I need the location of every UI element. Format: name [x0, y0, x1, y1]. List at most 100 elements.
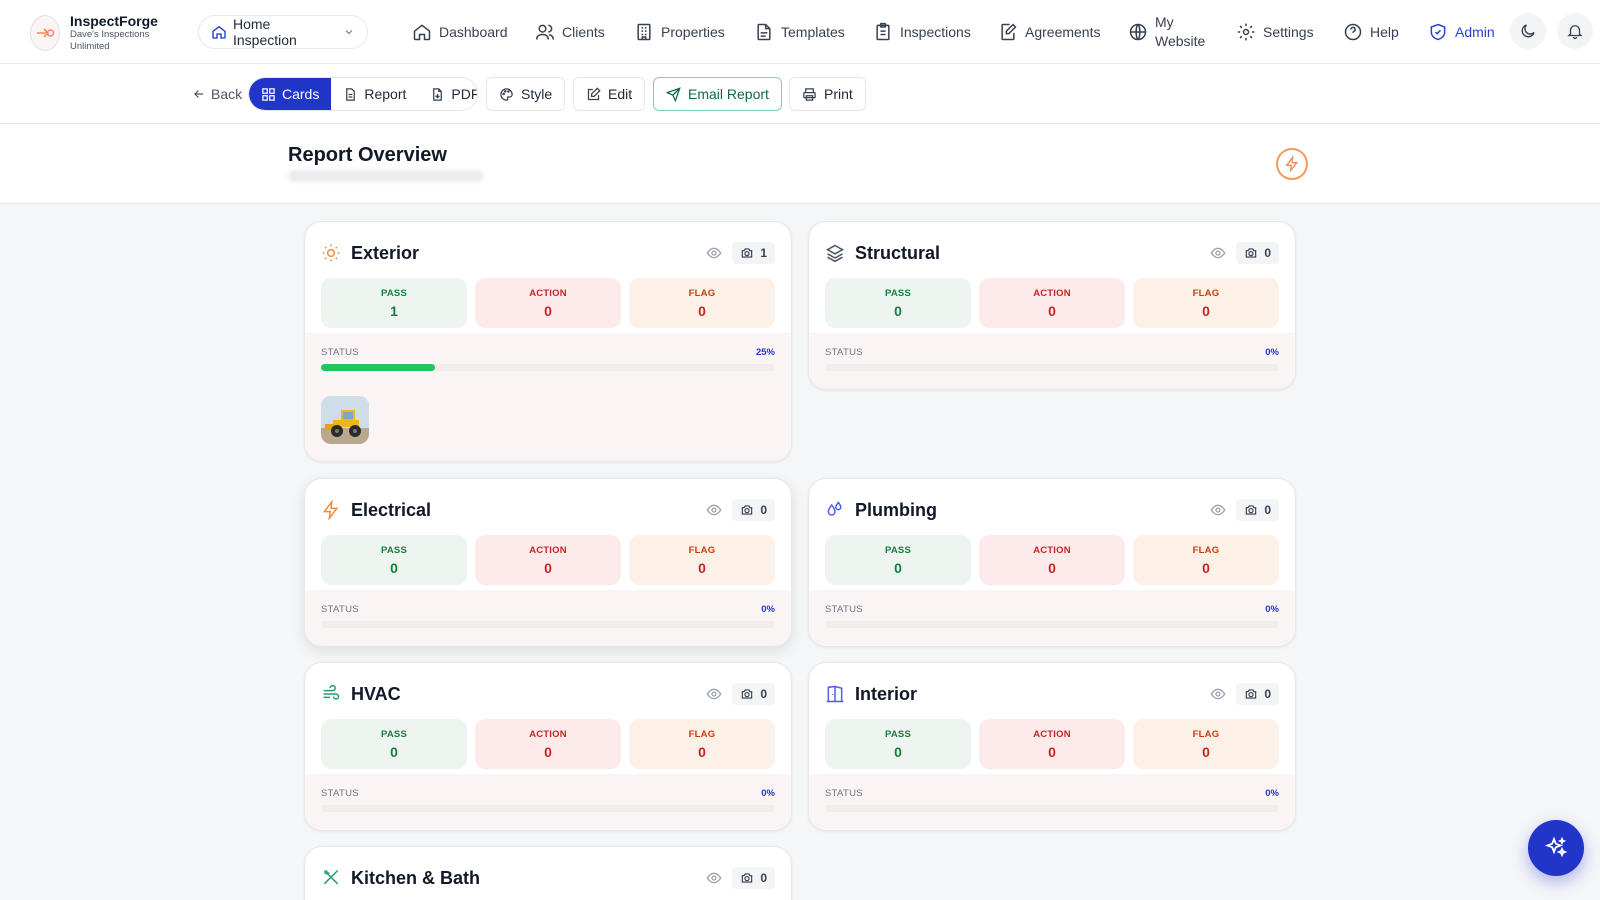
print-button[interactable]: Print: [789, 77, 866, 111]
nav-templates[interactable]: Templates: [754, 0, 845, 64]
flag-label: FLAG: [688, 287, 716, 299]
pass-count: 0: [390, 559, 398, 576]
pass-label: PASS: [381, 728, 407, 740]
top-navigation: InspectForge Dave's Inspections Unlimite…: [0, 0, 1600, 64]
photo-count-badge[interactable]: 0: [1236, 499, 1279, 521]
nav-settings[interactable]: Settings: [1236, 0, 1314, 64]
dark-mode-toggle[interactable]: [1510, 13, 1546, 49]
nav-properties[interactable]: Properties: [634, 0, 725, 64]
category-card-electrical[interactable]: Electrical 0 PASS 0 ACTION 0 FLAG 0 STATUS …: [304, 478, 792, 647]
status-percent: 0%: [1265, 788, 1279, 799]
action-count: 0: [544, 559, 552, 576]
pass-count: 0: [894, 743, 902, 760]
style-button[interactable]: Style: [486, 77, 566, 111]
blurred-address: [288, 170, 484, 182]
chevron-down-icon: [343, 26, 355, 38]
category-card-plumbing[interactable]: Plumbing 0 PASS 0 ACTION 0 FLAG 0 STATUS 0%: [808, 478, 1296, 647]
status-label: STATUS: [321, 604, 359, 615]
photo-count: 0: [1264, 687, 1271, 701]
view-mode-cards[interactable]: Cards: [249, 78, 332, 110]
nav-settings-label: Settings: [1263, 24, 1314, 40]
pass-stat: PASS 0: [825, 719, 971, 769]
nav-admin-label: Admin: [1455, 24, 1495, 40]
report-toolbar: Back Cards Report PDF Style Edit Email R…: [0, 64, 1600, 124]
style-label: Style: [521, 86, 553, 102]
nav-inspections[interactable]: Inspections: [873, 0, 971, 64]
card-title: Electrical: [351, 499, 432, 520]
status-label: STATUS: [321, 347, 359, 358]
view-mode-cards-label: Cards: [282, 86, 320, 102]
email-report-button[interactable]: Email Report: [653, 77, 782, 111]
photo-count-badge[interactable]: 0: [732, 683, 775, 705]
action-stat: ACTION 0: [475, 535, 621, 585]
category-card-hvac[interactable]: HVAC 0 PASS 0 ACTION 0 FLAG 0 STATUS 0%: [304, 662, 792, 831]
users-icon: [535, 22, 555, 42]
action-label: ACTION: [529, 287, 567, 299]
pass-label: PASS: [381, 544, 407, 556]
camera-icon: [740, 503, 754, 517]
card-status-area: STATUS 0%: [305, 590, 791, 646]
edit-button[interactable]: Edit: [573, 77, 646, 111]
notifications-button[interactable]: [1557, 13, 1593, 49]
droplets-icon: [825, 500, 845, 520]
view-mode-pdf[interactable]: PDF: [418, 78, 477, 110]
action-stat: ACTION 0: [475, 719, 621, 769]
nav-help[interactable]: Help: [1343, 0, 1399, 64]
flag-label: FLAG: [1192, 544, 1220, 556]
photo-count-badge[interactable]: 1: [732, 242, 775, 264]
photo-count-badge[interactable]: 0: [732, 499, 775, 521]
bell-icon: [1566, 22, 1584, 40]
view-mode-report[interactable]: Report: [331, 78, 418, 110]
action-label: ACTION: [529, 544, 567, 556]
card-status-area: STATUS 0%: [809, 590, 1295, 646]
photo-count-badge[interactable]: 0: [1236, 242, 1279, 264]
wind-icon: [321, 684, 341, 704]
gear-icon: [1236, 22, 1256, 42]
eye-icon[interactable]: [706, 870, 722, 886]
eye-icon[interactable]: [706, 245, 722, 261]
eye-icon[interactable]: [706, 686, 722, 702]
eye-icon[interactable]: [1210, 502, 1226, 518]
back-button[interactable]: Back: [192, 82, 242, 106]
category-card-kitchen-bath[interactable]: Kitchen & Bath 0 PASS ACTION FLAG STATUS: [304, 846, 792, 900]
status-label: STATUS: [825, 604, 863, 615]
inspection-type-select[interactable]: Home Inspection: [198, 15, 368, 49]
flag-count: 0: [1202, 559, 1210, 576]
nav-clients[interactable]: Clients: [535, 0, 605, 64]
camera-icon: [740, 246, 754, 260]
nav-admin[interactable]: Admin: [1428, 0, 1495, 64]
ai-assistant-button[interactable]: [1528, 820, 1584, 876]
category-card-interior[interactable]: Interior 0 PASS 0 ACTION 0 FLAG 0 STATUS 0%: [808, 662, 1296, 831]
camera-icon: [1244, 246, 1258, 260]
file-pdf-icon: [430, 87, 445, 102]
moon-icon: [1519, 22, 1537, 40]
progress-track: [321, 364, 775, 371]
printer-icon: [802, 87, 817, 102]
eye-icon[interactable]: [1210, 245, 1226, 261]
photo-count-badge[interactable]: 0: [1236, 683, 1279, 705]
palette-icon: [499, 87, 514, 102]
nav-my-website-label-1: My: [1155, 14, 1174, 30]
nav-my-website[interactable]: My Website: [1128, 0, 1205, 64]
status-label: STATUS: [825, 788, 863, 799]
eye-icon[interactable]: [1210, 686, 1226, 702]
photo-count-badge[interactable]: 0: [732, 867, 775, 889]
quick-action-button[interactable]: [1276, 148, 1308, 180]
photo-count: 0: [760, 687, 767, 701]
eye-icon[interactable]: [706, 502, 722, 518]
brand[interactable]: InspectForge Dave's Inspections Unlimite…: [30, 13, 162, 53]
nav-dashboard[interactable]: Dashboard: [412, 0, 508, 64]
brand-logo: [30, 15, 60, 51]
pass-label: PASS: [885, 544, 911, 556]
shield-check-icon: [1428, 22, 1448, 42]
category-card-structural[interactable]: Structural 0 PASS 0 ACTION 0 FLAG 0 STATUS …: [808, 221, 1296, 390]
pass-stat: PASS 0: [825, 278, 971, 328]
card-title: HVAC: [351, 683, 401, 704]
photo-thumbnail[interactable]: [321, 396, 369, 444]
print-label: Print: [824, 86, 853, 102]
nav-agreements[interactable]: Agreements: [998, 0, 1100, 64]
card-title: Exterior: [351, 242, 420, 263]
card-header: Electrical 0: [321, 497, 775, 523]
category-card-exterior[interactable]: Exterior 1 PASS 1 ACTION 0 FLAG 0 STATUS 25…: [304, 221, 792, 462]
camera-icon: [1244, 687, 1258, 701]
